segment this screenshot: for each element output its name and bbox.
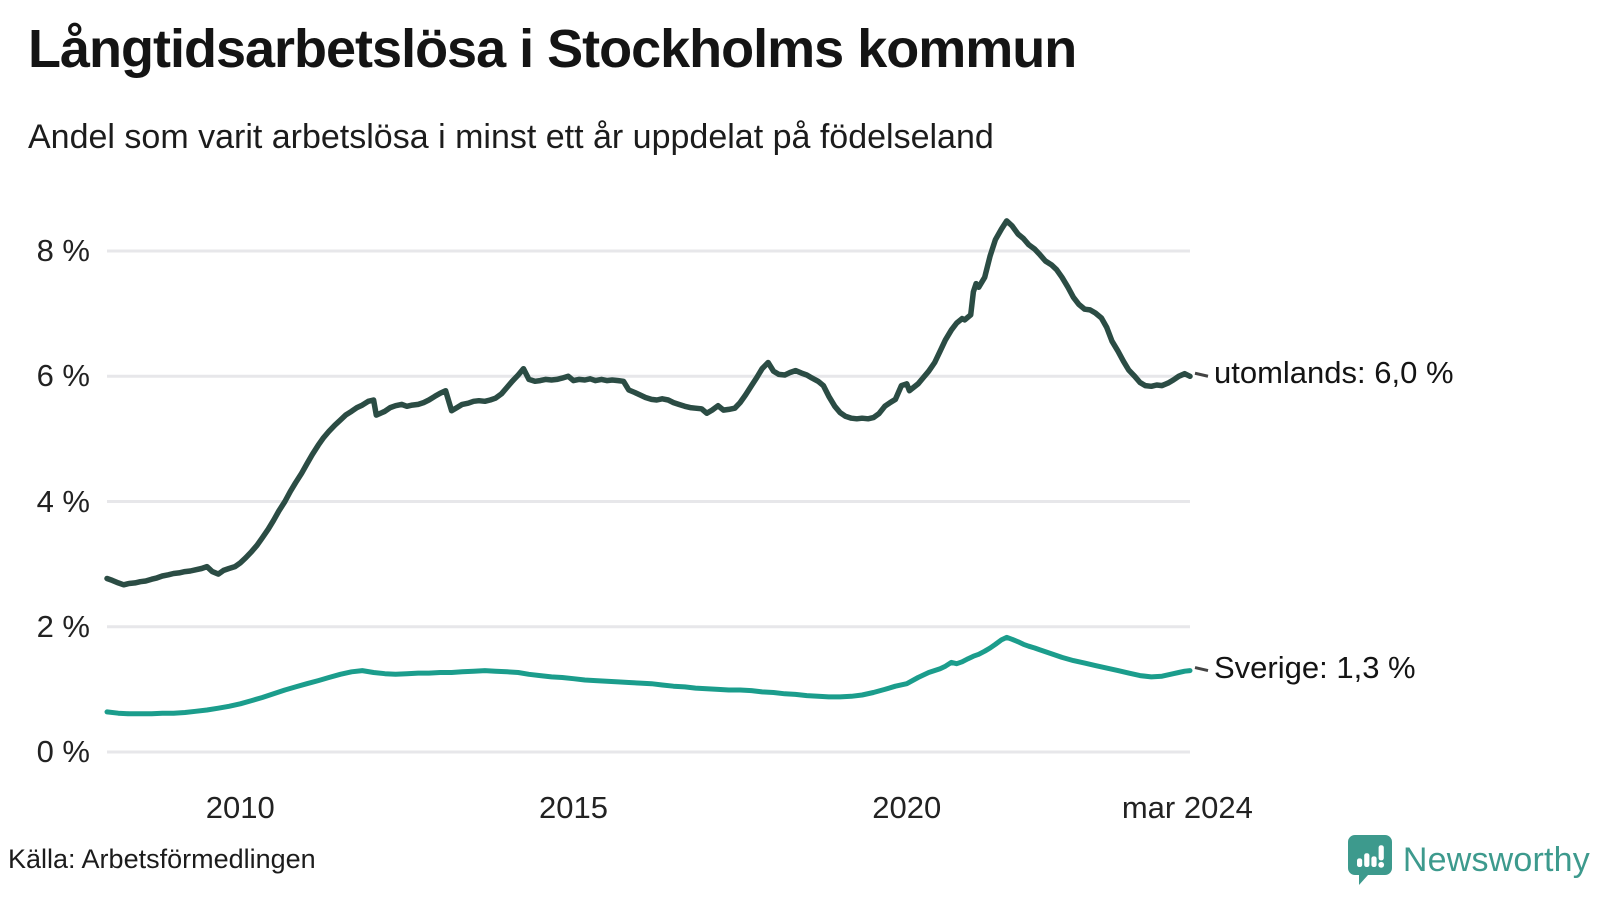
series-line-utomlands [104,218,1193,588]
y-axis-label-8: 8 % [36,233,90,268]
x-axis-label-2020: 2020 [872,790,942,825]
page-title: Långtidsarbetslösa i Stockholms kommun [28,19,1077,79]
newsworthy-logo: Newsworthy [1347,834,1590,886]
newsworthy-bubble-icon [1347,834,1393,886]
newsworthy-wordmark: Newsworthy [1402,840,1590,879]
y-axis-label-0: 0 % [36,734,90,769]
x-axis-label-mar-2024: mar 2024 [1121,790,1253,825]
series-line-sverige [104,634,1193,717]
y-axis-label-6: 6 % [36,358,90,394]
legend-label-utomlands: utomlands: 6,0 % [1214,355,1454,391]
legend-tick-utomlands [1194,371,1209,378]
legend-tick-sverige [1194,666,1209,673]
y-axis-label-2: 2 % [36,608,90,644]
x-axis-label-2015: 2015 [539,790,608,825]
page-subtitle: Andel som varit arbetslösa i minst ett å… [28,118,994,156]
legend-label-sverige: Sverige: 1,3 % [1214,649,1416,685]
y-axis-label-4: 4 % [36,483,90,519]
source-note: Källa: Arbetsförmedlingen [8,844,316,874]
x-axis-label-2010: 2010 [205,790,275,825]
